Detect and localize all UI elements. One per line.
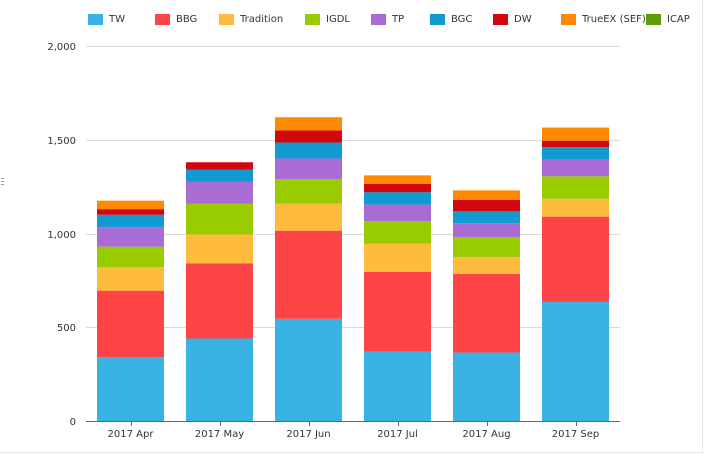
- bar-segment-tradition-2017-jul[interactable]: [364, 243, 431, 272]
- bars: [97, 117, 609, 421]
- legend-label-tp: TP: [392, 13, 405, 25]
- bar-segment-bgc-2017-may[interactable]: [186, 169, 253, 182]
- bar-segment-tw-2017-may[interactable]: [186, 338, 253, 422]
- legend-swatch-dw: [493, 13, 508, 25]
- bar-segment-tradition-2017-may[interactable]: [186, 234, 253, 264]
- legend-swatch-tw: [88, 13, 103, 25]
- bar-segment-tw-2017-jun[interactable]: [275, 318, 342, 421]
- bar-segment-igdl-2017-may[interactable]: [186, 203, 253, 235]
- bar-segment-bbg-2017-jun[interactable]: [275, 230, 342, 319]
- legend-label-tradition: Tradition: [240, 13, 284, 25]
- x-tick-label: 2017 Aug: [462, 429, 510, 440]
- bar-segment-dw-2017-jun[interactable]: [275, 130, 342, 143]
- legend-swatch-icap: [646, 13, 661, 25]
- bar-segment-tradition-2017-sep[interactable]: [542, 198, 609, 217]
- legend-label-trueex-sef: TrueEX (SEF): [582, 13, 646, 25]
- bar-segment-dw-2017-apr[interactable]: [97, 209, 164, 215]
- legend-swatch-tp: [371, 13, 386, 25]
- gridlines: [86, 46, 620, 328]
- bar-segment-trueex-sef-2017-jul[interactable]: [364, 175, 431, 184]
- legend-label-dw: DW: [514, 13, 532, 25]
- x-tick-label: 2017 Sep: [552, 429, 599, 440]
- bar-segment-dw-2017-aug[interactable]: [453, 199, 520, 211]
- bar-segment-dw-2017-may[interactable]: [186, 162, 253, 170]
- y-tick-label: 500: [57, 323, 76, 334]
- bar-segment-bbg-2017-apr[interactable]: [97, 290, 164, 358]
- y-tick-label: 0: [70, 417, 76, 428]
- bar-segment-igdl-2017-sep[interactable]: [542, 176, 609, 199]
- legend-item-icap[interactable]: ICAP: [646, 12, 690, 26]
- legend-swatch-bgc: [430, 13, 445, 25]
- bar-segment-tp-2017-sep[interactable]: [542, 159, 609, 177]
- x-tick-label: 2017 Apr: [108, 429, 155, 440]
- bar-segment-trueex-sef-2017-aug[interactable]: [453, 190, 520, 200]
- bar-segment-tradition-2017-aug[interactable]: [453, 256, 520, 274]
- resize-grip-icon[interactable]: [1, 178, 4, 192]
- legend-label-icap: ICAP: [667, 13, 690, 25]
- x-tick-label: 2017 Jun: [286, 429, 330, 440]
- bar-segment-bgc-2017-jul[interactable]: [364, 192, 431, 205]
- legend-label-bbg: BBG: [176, 13, 198, 25]
- legend-item-tp[interactable]: TP: [371, 12, 404, 26]
- y-tick-label: 2,000: [47, 42, 76, 53]
- bar-segment-tw-2017-sep[interactable]: [542, 301, 609, 421]
- bar-segment-trueex-sef-2017-jun[interactable]: [275, 117, 342, 131]
- bar-segment-igdl-2017-aug[interactable]: [453, 237, 520, 257]
- legend-item-igdl[interactable]: IGDL: [305, 12, 350, 26]
- bar-segment-dw-2017-sep[interactable]: [542, 140, 609, 148]
- legend-swatch-trueex-sef: [561, 13, 576, 25]
- bar-segment-dw-2017-jul[interactable]: [364, 183, 431, 193]
- legend-item-tradition[interactable]: Tradition: [219, 12, 283, 26]
- bar-segment-bbg-2017-may[interactable]: [186, 263, 253, 339]
- legend-swatch-bbg: [155, 13, 170, 25]
- bar-segment-tp-2017-aug[interactable]: [453, 223, 520, 238]
- legend-item-dw[interactable]: DW: [493, 12, 532, 26]
- axes: 0 500 1,000 1,500 2,000 2017 Apr 2017 May 2017 …: [47, 42, 620, 440]
- bar-segment-trueex-sef-2017-apr[interactable]: [97, 200, 164, 210]
- chart-legend: TW BBG Tradition IGDL TP BGC DW TrueEX (SEF) ICA…: [0, 0, 704, 36]
- y-tick-label: 1,000: [47, 230, 76, 241]
- bar-segment-bbg-2017-sep[interactable]: [542, 216, 609, 302]
- bar-segment-bbg-2017-aug[interactable]: [453, 273, 520, 353]
- bar-segment-bgc-2017-sep[interactable]: [542, 147, 609, 160]
- bar-segment-bgc-2017-apr[interactable]: [97, 214, 164, 227]
- bar-segment-tp-2017-apr[interactable]: [97, 226, 164, 247]
- bar-segment-trueex-sef-2017-sep[interactable]: [542, 127, 609, 141]
- legend-label-bgc: BGC: [451, 13, 473, 25]
- legend-label-igdl: IGDL: [326, 13, 350, 25]
- bar-segment-igdl-2017-apr[interactable]: [97, 246, 164, 268]
- bar-segment-tp-2017-may[interactable]: [186, 181, 253, 204]
- bar-segment-tw-2017-jul[interactable]: [364, 351, 431, 421]
- legend-item-tw[interactable]: TW: [88, 12, 125, 26]
- bar-segment-igdl-2017-jul[interactable]: [364, 221, 431, 244]
- bar-segment-bbg-2017-jul[interactable]: [364, 271, 431, 352]
- legend-label-tw: TW: [109, 13, 125, 25]
- bar-segment-tw-2017-apr[interactable]: [97, 357, 164, 421]
- legend-swatch-igdl: [305, 13, 320, 25]
- bar-segment-bgc-2017-jun[interactable]: [275, 142, 342, 159]
- legend-swatch-tradition: [219, 13, 234, 25]
- legend-item-bgc[interactable]: BGC: [430, 12, 472, 26]
- x-tick-label: 2017 May: [195, 429, 244, 440]
- bar-segment-tp-2017-jun[interactable]: [275, 158, 342, 180]
- bar-segment-tradition-2017-apr[interactable]: [97, 267, 164, 291]
- bar-segment-igdl-2017-jun[interactable]: [275, 179, 342, 204]
- bar-segment-tw-2017-aug[interactable]: [453, 352, 520, 421]
- bar-segment-bgc-2017-aug[interactable]: [453, 211, 520, 224]
- bar-segment-tradition-2017-jun[interactable]: [275, 203, 342, 231]
- bar-segment-tp-2017-jul[interactable]: [364, 204, 431, 222]
- y-tick-label: 1,500: [47, 136, 76, 147]
- legend-item-trueex-sef[interactable]: TrueEX (SEF): [561, 12, 646, 26]
- x-tick-label: 2017 Jul: [377, 429, 418, 440]
- legend-item-bbg[interactable]: BBG: [155, 12, 197, 26]
